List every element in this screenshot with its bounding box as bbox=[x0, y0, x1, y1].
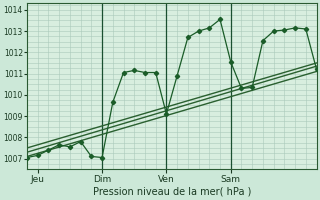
X-axis label: Pression niveau de la mer( hPa ): Pression niveau de la mer( hPa ) bbox=[92, 187, 251, 197]
